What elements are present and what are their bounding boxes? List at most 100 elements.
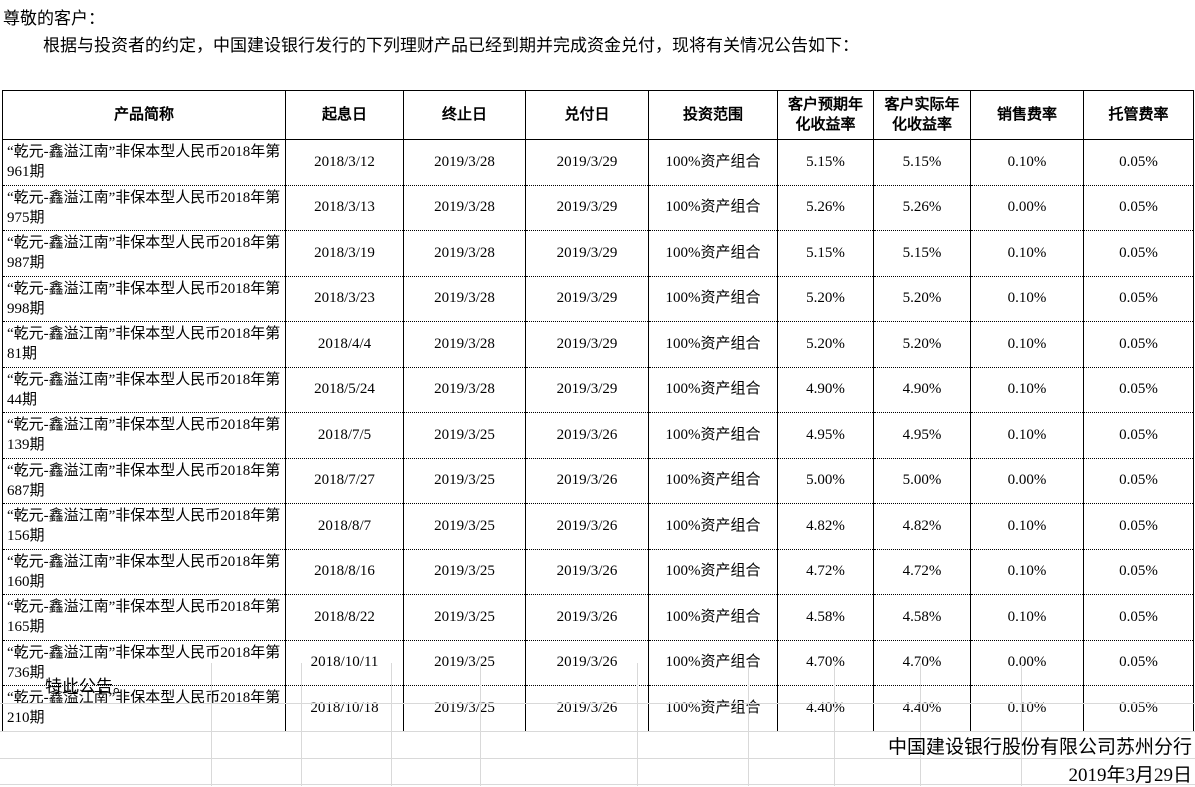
cell-value-date: 2018/3/19 (285, 230, 404, 276)
cell-actual-yield: 4.82% (873, 503, 971, 549)
cell-sales-fee: 0.10% (970, 503, 1084, 549)
table-row: “乾元-鑫溢江南”非保本型人民币2018年第998期 2018/3/23 201… (2, 275, 1194, 322)
table-row: “乾元-鑫溢江南”非保本型人民币2018年第736期 2018/10/11 20… (2, 639, 1194, 686)
spreadsheet-gridline (920, 663, 921, 786)
col-header-custody-fee: 托管费率 (1083, 90, 1194, 140)
cell-payment-date: 2019/3/29 (525, 321, 649, 367)
cell-actual-yield: 5.20% (873, 321, 971, 367)
cell-expected-yield: 4.58% (777, 594, 874, 640)
cell-sales-fee: 0.10% (970, 366, 1084, 413)
cell-investment-scope: 100%资产组合 (648, 594, 778, 640)
cell-expected-yield: 4.90% (777, 366, 874, 413)
cell-investment-scope: 100%资产组合 (648, 412, 778, 458)
cell-sales-fee: 0.10% (970, 594, 1084, 640)
table-row: “乾元-鑫溢江南”非保本型人民币2018年第987期 2018/3/19 201… (2, 230, 1194, 276)
cell-actual-yield: 5.26% (873, 184, 971, 231)
cell-payment-date: 2019/3/26 (525, 412, 649, 458)
col-header-actual-yield: 客户实际年化收益率 (873, 90, 971, 140)
cell-end-date: 2019/3/28 (403, 366, 526, 413)
cell-expected-yield: 4.82% (777, 503, 874, 549)
cell-payment-date: 2019/3/26 (525, 639, 649, 686)
col-header-end-date: 终止日 (403, 90, 526, 140)
table-row: “乾元-鑫溢江南”非保本型人民币2018年第160期 2018/8/16 201… (2, 548, 1194, 595)
closing-statement: 特此公告。 (45, 677, 130, 696)
cell-expected-yield: 5.15% (777, 230, 874, 276)
cell-end-date: 2019/3/25 (403, 548, 526, 595)
table-row: “乾元-鑫溢江南”非保本型人民币2018年第44期 2018/5/24 2019… (2, 366, 1194, 413)
matured-products-table: 产品简称 起息日 终止日 兑付日 投资范围 客户预期年化收益率 客户实际年化收益… (2, 90, 1194, 732)
cell-value-date: 2018/5/24 (285, 366, 404, 413)
cell-actual-yield: 4.95% (873, 412, 971, 458)
table-body: “乾元-鑫溢江南”非保本型人民币2018年第961期 2018/3/12 201… (2, 139, 1194, 732)
cell-sales-fee: 0.10% (970, 685, 1084, 732)
cell-payment-date: 2019/3/26 (525, 594, 649, 640)
cell-end-date: 2019/3/25 (403, 594, 526, 640)
spreadsheet-gridline (1021, 663, 1022, 786)
cell-custody-fee: 0.05% (1083, 366, 1194, 413)
cell-custody-fee: 0.05% (1083, 412, 1194, 458)
spreadsheet-gridline (301, 663, 302, 786)
cell-investment-scope: 100%资产组合 (648, 184, 778, 231)
spreadsheet-gridline (637, 663, 638, 786)
cell-custody-fee: 0.05% (1083, 639, 1194, 686)
sheet-bottom-area: 特此公告。 中国建设银行股份有限公司苏州分行 2019年3月29日 (0, 663, 1195, 786)
cell-expected-yield: 5.26% (777, 184, 874, 231)
cell-end-date: 2019/3/28 (403, 275, 526, 322)
cell-expected-yield: 4.72% (777, 548, 874, 595)
cell-expected-yield: 4.40% (777, 685, 874, 732)
cell-payment-date: 2019/3/29 (525, 184, 649, 231)
spreadsheet-gridline (0, 784, 1195, 785)
cell-payment-date: 2019/3/29 (525, 275, 649, 322)
cell-actual-yield: 5.20% (873, 275, 971, 322)
cell-sales-fee: 0.00% (970, 184, 1084, 231)
spreadsheet-gridline (391, 663, 392, 786)
cell-investment-scope: 100%资产组合 (648, 457, 778, 504)
cell-end-date: 2019/3/28 (403, 184, 526, 231)
cell-value-date: 2018/8/7 (285, 503, 404, 549)
cell-sales-fee: 0.10% (970, 412, 1084, 458)
greeting: 尊敬的客户： (3, 9, 105, 28)
cell-value-date: 2018/3/12 (285, 139, 404, 185)
col-header-expected-yield: 客户预期年化收益率 (777, 90, 874, 140)
table-header-row: 产品简称 起息日 终止日 兑付日 投资范围 客户预期年化收益率 客户实际年化收益… (2, 90, 1194, 140)
cell-product-name: “乾元-鑫溢江南”非保本型人民币2018年第156期 (2, 503, 286, 549)
cell-value-date: 2018/7/5 (285, 412, 404, 458)
cell-custody-fee: 0.05% (1083, 685, 1194, 732)
cell-actual-yield: 4.90% (873, 366, 971, 413)
cell-product-name: “乾元-鑫溢江南”非保本型人民币2018年第44期 (2, 366, 286, 413)
cell-investment-scope: 100%资产组合 (648, 321, 778, 367)
cell-investment-scope: 100%资产组合 (648, 275, 778, 322)
cell-end-date: 2019/3/28 (403, 230, 526, 276)
cell-custody-fee: 0.05% (1083, 139, 1194, 185)
cell-investment-scope: 100%资产组合 (648, 503, 778, 549)
cell-sales-fee: 0.10% (970, 321, 1084, 367)
cell-product-name: “乾元-鑫溢江南”非保本型人民币2018年第975期 (2, 184, 286, 231)
cell-actual-yield: 4.58% (873, 594, 971, 640)
cell-investment-scope: 100%资产组合 (648, 139, 778, 185)
cell-end-date: 2019/3/25 (403, 412, 526, 458)
col-header-sales-fee: 销售费率 (970, 90, 1084, 140)
cell-custody-fee: 0.05% (1083, 321, 1194, 367)
table-row: “乾元-鑫溢江南”非保本型人民币2018年第975期 2018/3/13 201… (2, 184, 1194, 231)
cell-end-date: 2019/3/25 (403, 457, 526, 504)
cell-product-name: “乾元-鑫溢江南”非保本型人民币2018年第139期 (2, 412, 286, 458)
cell-investment-scope: 100%资产组合 (648, 548, 778, 595)
cell-end-date: 2019/3/28 (403, 139, 526, 185)
cell-sales-fee: 0.00% (970, 457, 1084, 504)
cell-sales-fee: 0.10% (970, 548, 1084, 595)
spreadsheet-gridline (0, 758, 1195, 759)
cell-product-name: “乾元-鑫溢江南”非保本型人民币2018年第961期 (2, 139, 286, 185)
spreadsheet-gridline (480, 663, 481, 786)
table-row: “乾元-鑫溢江南”非保本型人民币2018年第687期 2018/7/27 201… (2, 457, 1194, 504)
table-row: “乾元-鑫溢江南”非保本型人民币2018年第165期 2018/8/22 201… (2, 594, 1194, 640)
cell-investment-scope: 100%资产组合 (648, 366, 778, 413)
cell-actual-yield: 5.00% (873, 457, 971, 504)
cell-product-name: “乾元-鑫溢江南”非保本型人民币2018年第210期 (2, 685, 286, 732)
cell-end-date: 2019/3/25 (403, 503, 526, 549)
col-header-investment-scope: 投资范围 (648, 90, 778, 140)
cell-expected-yield: 5.00% (777, 457, 874, 504)
intro-paragraph: 根据与投资者的约定，中国建设银行发行的下列理财产品已经到期并完成资金兑付，现将有… (43, 36, 859, 55)
cell-custody-fee: 0.05% (1083, 230, 1194, 276)
spreadsheet-gridline (0, 703, 1195, 704)
